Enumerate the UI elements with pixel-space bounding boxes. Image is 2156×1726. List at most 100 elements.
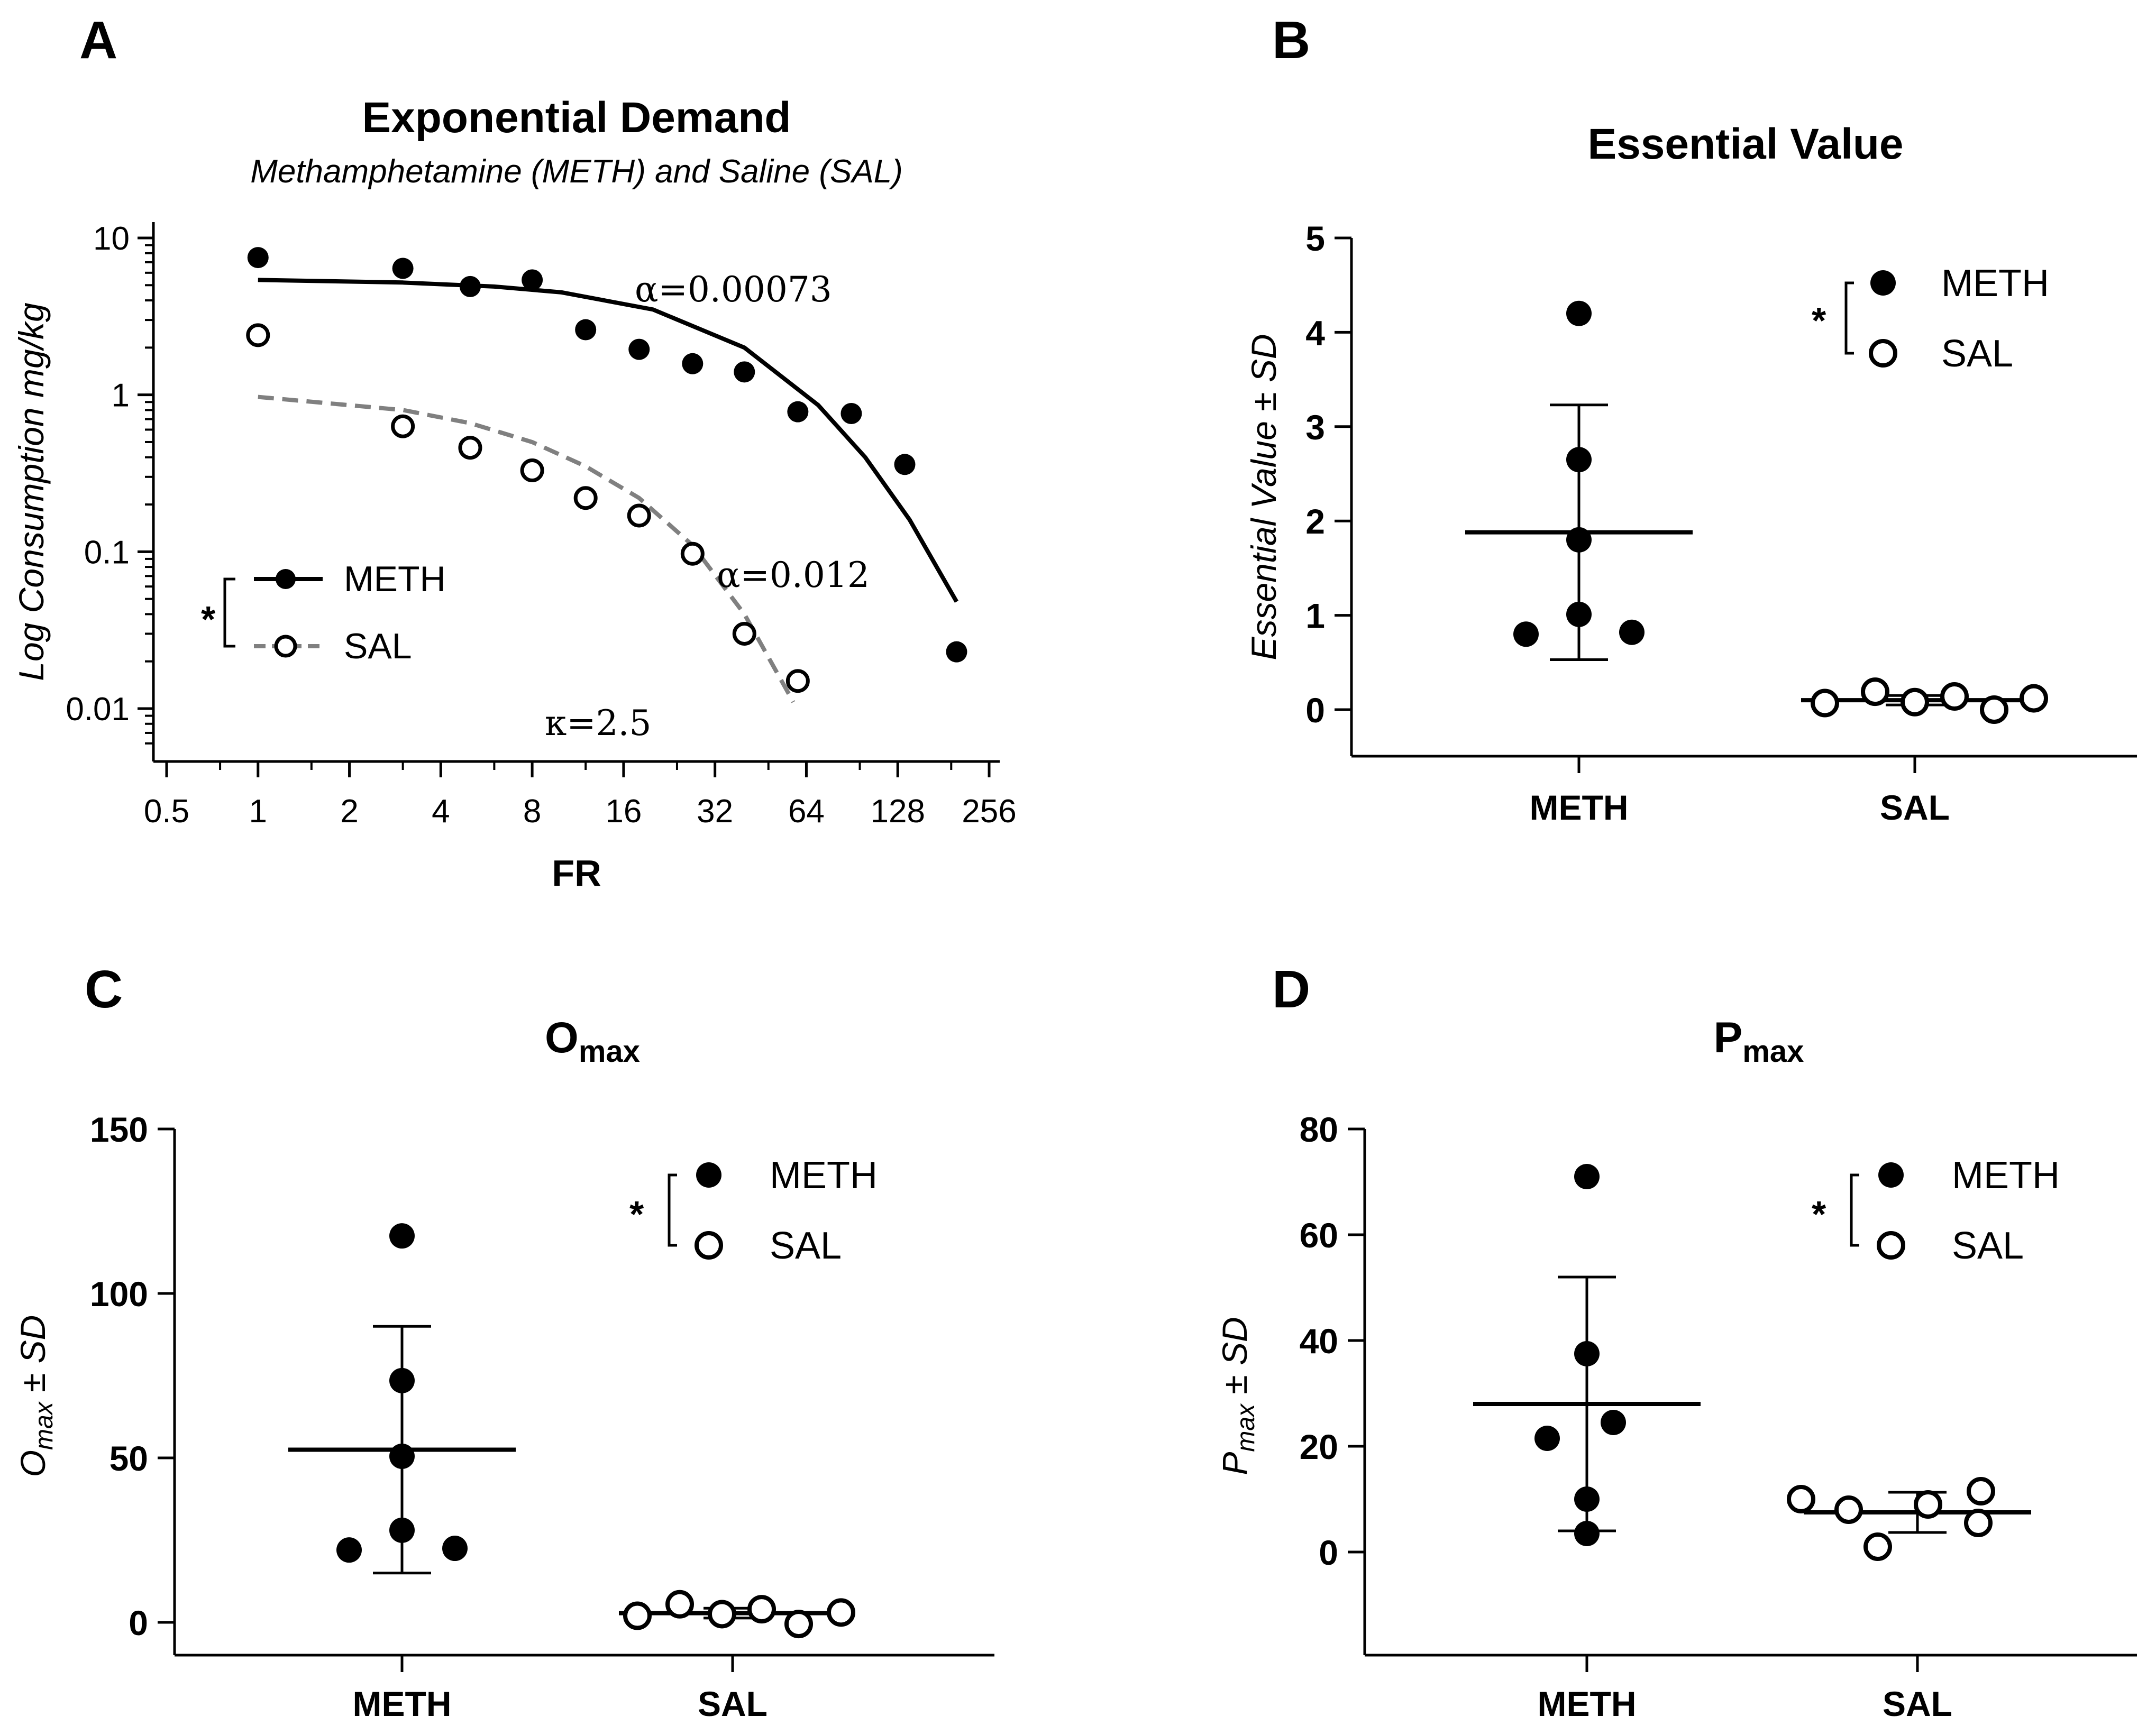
data-point-meth-d bbox=[1574, 1521, 1600, 1546]
data-point-sal-a bbox=[573, 486, 598, 510]
chart-title-d-main: P bbox=[1714, 1014, 1743, 1062]
x-tick-label-a: 128 bbox=[870, 793, 925, 830]
y-axis-label-d-sub: max bbox=[1232, 1403, 1260, 1452]
data-point-sal-a bbox=[458, 436, 482, 460]
category-label-meth-d: METH bbox=[1538, 1684, 1637, 1723]
significance-star-c: * bbox=[629, 1193, 644, 1235]
y-tick-label-b: 2 bbox=[1305, 502, 1325, 541]
legend-marker-meth-c bbox=[696, 1162, 721, 1188]
y-tick-label-a: 1 bbox=[112, 378, 130, 414]
panel-letter-c: C bbox=[85, 960, 123, 1019]
chart-subtitle-a: Methamphetamine (METH) and Saline (SAL) bbox=[250, 153, 903, 190]
chart-title-c: Omax bbox=[545, 1014, 640, 1069]
y-tick-label-a: 10 bbox=[93, 221, 130, 257]
data-point-meth-a bbox=[894, 454, 916, 475]
data-point-meth-a bbox=[522, 269, 543, 291]
panel-letter-d: D bbox=[1272, 960, 1310, 1019]
legend-marker-sal-d bbox=[1877, 1231, 1905, 1260]
data-point-sal-a bbox=[246, 323, 270, 347]
data-point-sal-c bbox=[827, 1598, 855, 1627]
chart-title-c-sub: max bbox=[579, 1034, 640, 1069]
y-axis-label-d: Pmax ± SD bbox=[1215, 1317, 1260, 1475]
legend-label-sal-a: SAL bbox=[344, 626, 412, 666]
x-tick-label-a: 16 bbox=[605, 793, 642, 830]
data-point-sal-b bbox=[2020, 684, 2048, 713]
category-label-sal-c: SAL bbox=[698, 1684, 768, 1723]
chart-title-b: Essential Value bbox=[1587, 120, 1903, 168]
legend-label-meth-c: METH bbox=[770, 1154, 878, 1197]
data-point-meth-a bbox=[682, 353, 704, 374]
legend-c: * METH SAL bbox=[629, 1154, 878, 1267]
category-label-sal-d: SAL bbox=[1883, 1684, 1952, 1723]
data-point-meth-c bbox=[389, 1223, 415, 1249]
data-point-sal-b bbox=[1861, 677, 1889, 706]
category-label-sal-b: SAL bbox=[1880, 788, 1950, 827]
data-point-meth-d bbox=[1574, 1164, 1600, 1189]
x-tick-label-a: 64 bbox=[788, 793, 825, 830]
legend-marker-sal-b bbox=[1869, 339, 1897, 368]
data-point-sal-a bbox=[785, 669, 810, 693]
y-axis-label-c: Omax ± SD bbox=[13, 1315, 58, 1477]
data-point-meth-b bbox=[1619, 619, 1645, 645]
y-tick-label-d: 40 bbox=[1300, 1321, 1338, 1361]
panel-d: D Pmax METH SAL 0 20 40 60 80 Pmax ± SD * ME… bbox=[1215, 960, 2137, 1723]
chart-title-d: Pmax bbox=[1714, 1014, 1804, 1069]
panel-a: A Exponential Demand Methamphetamine (ME… bbox=[12, 11, 1017, 894]
y-tick-label-b: 5 bbox=[1305, 219, 1325, 258]
data-point-meth-a bbox=[247, 247, 269, 269]
x-tick-label-a: 8 bbox=[523, 793, 541, 830]
y-tick-label-d: 60 bbox=[1300, 1216, 1338, 1255]
x-tick-label-a: 0.5 bbox=[144, 793, 189, 830]
data-point-meth-c bbox=[389, 1517, 415, 1543]
data-point-meth-a bbox=[459, 276, 481, 297]
data-point-meth-a bbox=[787, 401, 809, 423]
data-point-meth-c bbox=[389, 1367, 415, 1393]
data-points-d bbox=[1534, 1164, 1995, 1561]
y-axis-label-d-main: P bbox=[1215, 1452, 1254, 1475]
data-point-sal-a bbox=[732, 621, 756, 646]
y-axis-label-c-sub: max bbox=[30, 1401, 58, 1450]
data-point-sal-d bbox=[1834, 1495, 1863, 1524]
significance-star-b: * bbox=[1812, 300, 1826, 341]
data-point-sal-b bbox=[1980, 695, 2008, 724]
legend-marker-sal-a bbox=[274, 635, 297, 658]
y-tick-label-a: 0.1 bbox=[84, 534, 130, 571]
data-points-b bbox=[1513, 300, 2048, 724]
significance-bracket-b bbox=[1844, 281, 1854, 355]
data-point-meth-a bbox=[392, 258, 414, 279]
data-point-sal-d bbox=[1787, 1485, 1815, 1513]
data-point-meth-d bbox=[1574, 1486, 1600, 1512]
data-point-meth-d bbox=[1601, 1410, 1626, 1435]
significance-bracket-c bbox=[668, 1173, 677, 1247]
fit-line-meth-a bbox=[258, 278, 958, 603]
data-point-sal-c bbox=[665, 1590, 694, 1619]
y-ticks-d: 0 20 40 60 80 bbox=[1300, 1110, 1365, 1572]
y-ticks-b: 0 1 2 3 4 5 bbox=[1305, 219, 1351, 730]
x-tick-label-a: 4 bbox=[432, 793, 450, 830]
legend-label-sal-b: SAL bbox=[1941, 333, 2013, 375]
data-point-meth-b bbox=[1513, 621, 1539, 647]
y-tick-label-a: 0.01 bbox=[66, 691, 130, 728]
legend-marker-sal-c bbox=[695, 1231, 723, 1260]
y-tick-label-c: 150 bbox=[90, 1110, 148, 1149]
legend-a: * METH SAL bbox=[201, 559, 446, 666]
alpha-meth-annotation: α=0.00073 bbox=[635, 269, 832, 310]
y-ticks-a: 0.01 0.1 1 10 bbox=[66, 221, 153, 745]
panel-c: C Omax METH SAL 0 50 100 150 Omax ± SD * ME… bbox=[13, 960, 994, 1723]
data-point-sal-d bbox=[1863, 1532, 1892, 1561]
y-tick-label-b: 1 bbox=[1305, 596, 1325, 636]
y-tick-label-c: 0 bbox=[129, 1603, 148, 1642]
chart-title-d-sub: max bbox=[1742, 1034, 1804, 1069]
legend-label-meth-d: METH bbox=[1952, 1154, 2060, 1197]
kappa-annotation: κ=2.5 bbox=[545, 703, 652, 743]
legend-marker-meth-d bbox=[1878, 1162, 1904, 1188]
category-label-meth-b: METH bbox=[1530, 788, 1629, 827]
legend-label-sal-c: SAL bbox=[770, 1225, 842, 1267]
data-point-sal-c bbox=[708, 1600, 736, 1629]
category-label-meth-c: METH bbox=[353, 1684, 452, 1723]
x-tick-label-a: 2 bbox=[340, 793, 358, 830]
significance-star-a: * bbox=[201, 599, 216, 640]
legend-d: * METH SAL bbox=[1812, 1154, 2060, 1267]
data-point-meth-c bbox=[442, 1536, 468, 1562]
y-axis-label-c-rest: ± SD bbox=[13, 1315, 52, 1402]
